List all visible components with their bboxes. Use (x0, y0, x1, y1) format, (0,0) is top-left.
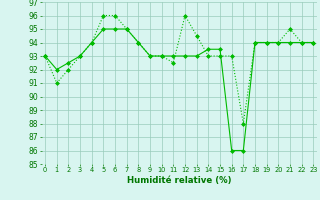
X-axis label: Humidité relative (%): Humidité relative (%) (127, 176, 231, 185)
